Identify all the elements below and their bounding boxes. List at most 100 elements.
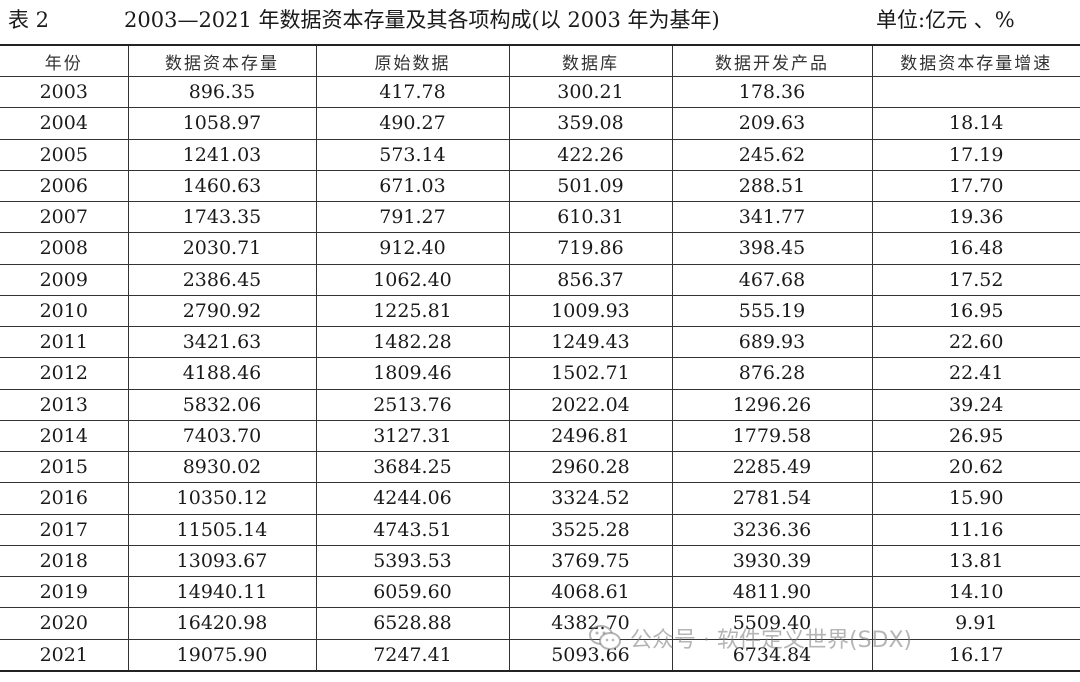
year-cell: 2020 <box>0 607 129 640</box>
value-cell: 6059.60 <box>315 575 510 609</box>
value-cell: 9.91 <box>871 607 1080 640</box>
value-cell: 6734.84 <box>671 638 873 671</box>
value-cell: 3324.52 <box>508 482 673 515</box>
year-cell: 2003 <box>0 75 129 109</box>
value-cell: 671.03 <box>315 169 510 203</box>
value-cell: 16.48 <box>871 232 1080 265</box>
year-cell: 2010 <box>0 294 129 328</box>
value-cell: 20.62 <box>871 450 1080 484</box>
value-cell: 1502.71 <box>508 357 673 390</box>
table-row: 2008 2030.71 912.40 719.86 398.45 16.48 <box>0 232 1080 265</box>
header-cell: 原始数据 <box>315 45 510 77</box>
year-cell: 2019 <box>0 575 129 609</box>
year-cell: 2013 <box>0 388 129 421</box>
header-cell: 数据开发产品 <box>671 45 873 77</box>
value-cell: 3525.28 <box>508 513 673 546</box>
value-cell: 13093.67 <box>127 544 317 578</box>
value-cell: 178.36 <box>671 75 873 109</box>
data-capital-table: 年份 数据资本存量 原始数据 数据库 数据开发产品 数据资本存量增速 2003 8… <box>0 44 1080 672</box>
table-row: 2007 1743.35 791.27 610.31 341.77 19.36 <box>0 200 1080 234</box>
value-cell: 17.52 <box>871 263 1080 296</box>
year-cell: 2011 <box>0 325 129 359</box>
value-cell: 501.09 <box>508 169 673 203</box>
value-cell: 2496.81 <box>508 419 673 453</box>
table-row: 2012 4188.46 1809.46 1502.71 876.28 22.41 <box>0 357 1080 390</box>
value-cell: 359.08 <box>508 107 673 140</box>
header-cell: 年份 <box>0 45 129 77</box>
table-number: 表 2 <box>8 8 50 32</box>
table-row: 2020 16420.98 6528.88 4382.70 5509.40 9.91 <box>0 607 1080 640</box>
value-cell: 1482.28 <box>315 325 510 359</box>
value-cell: 17.19 <box>871 138 1080 171</box>
value-cell: 2030.71 <box>127 232 317 265</box>
value-cell: 22.60 <box>871 325 1080 359</box>
header-row: 年份 数据资本存量 原始数据 数据库 数据开发产品 数据资本存量增速 <box>0 45 1080 77</box>
header-cell: 数据资本存量 <box>127 45 317 77</box>
value-cell: 610.31 <box>508 200 673 234</box>
value-cell: 1058.97 <box>127 107 317 140</box>
value-cell: 417.78 <box>315 75 510 109</box>
value-cell: 15.90 <box>871 482 1080 515</box>
value-cell: 422.26 <box>508 138 673 171</box>
value-cell: 11505.14 <box>127 513 317 546</box>
value-cell: 11.16 <box>871 513 1080 546</box>
value-cell: 5093.66 <box>508 638 673 671</box>
year-cell: 2021 <box>0 638 129 671</box>
value-cell: 4382.70 <box>508 607 673 640</box>
value-cell: 1460.63 <box>127 169 317 203</box>
value-cell: 300.21 <box>508 75 673 109</box>
value-cell: 6528.88 <box>315 607 510 640</box>
value-cell: 14940.11 <box>127 575 317 609</box>
value-cell: 467.68 <box>671 263 873 296</box>
value-cell: 8930.02 <box>127 450 317 484</box>
value-cell: 791.27 <box>315 200 510 234</box>
value-cell: 5832.06 <box>127 388 317 421</box>
table-row: 2005 1241.03 573.14 422.26 245.62 17.19 <box>0 138 1080 171</box>
value-cell: 490.27 <box>315 107 510 140</box>
value-cell: 2790.92 <box>127 294 317 328</box>
year-cell: 2006 <box>0 169 129 203</box>
value-cell: 876.28 <box>671 357 873 390</box>
value-cell: 341.77 <box>671 200 873 234</box>
table-row: 2003 896.35 417.78 300.21 178.36 <box>0 75 1080 109</box>
value-cell: 3127.31 <box>315 419 510 453</box>
value-cell: 398.45 <box>671 232 873 265</box>
year-cell: 2007 <box>0 200 129 234</box>
value-cell: 896.35 <box>127 75 317 109</box>
value-cell: 22.41 <box>871 357 1080 390</box>
value-cell: 1249.43 <box>508 325 673 359</box>
value-cell: 3930.39 <box>671 544 873 578</box>
value-cell: 2513.76 <box>315 388 510 421</box>
year-cell: 2008 <box>0 232 129 265</box>
year-cell: 2012 <box>0 357 129 390</box>
value-cell: 245.62 <box>671 138 873 171</box>
value-cell: 2285.49 <box>671 450 873 484</box>
value-cell: 4068.61 <box>508 575 673 609</box>
value-cell: 10350.12 <box>127 482 317 515</box>
value-cell: 19075.90 <box>127 638 317 671</box>
value-cell: 16.95 <box>871 294 1080 328</box>
value-cell: 3769.75 <box>508 544 673 578</box>
value-cell: 4743.51 <box>315 513 510 546</box>
year-cell: 2015 <box>0 450 129 484</box>
value-cell: 19.36 <box>871 200 1080 234</box>
table-row: 2004 1058.97 490.27 359.08 209.63 18.14 <box>0 107 1080 140</box>
value-cell: 573.14 <box>315 138 510 171</box>
value-cell: 209.63 <box>671 107 873 140</box>
value-cell: 2781.54 <box>671 482 873 515</box>
value-cell: 1062.40 <box>315 263 510 296</box>
value-cell: 16420.98 <box>127 607 317 640</box>
value-cell: 3684.25 <box>315 450 510 484</box>
table-row: 2017 11505.14 4743.51 3525.28 3236.36 11.16 <box>0 513 1080 546</box>
year-cell: 2016 <box>0 482 129 515</box>
table-row: 2013 5832.06 2513.76 2022.04 1296.26 39.24 <box>0 388 1080 421</box>
value-cell: 689.93 <box>671 325 873 359</box>
value-cell: 2386.45 <box>127 263 317 296</box>
value-cell: 856.37 <box>508 263 673 296</box>
value-cell <box>871 75 1080 109</box>
value-cell: 7403.70 <box>127 419 317 453</box>
value-cell: 14.10 <box>871 575 1080 609</box>
value-cell: 17.70 <box>871 169 1080 203</box>
value-cell: 4244.06 <box>315 482 510 515</box>
table-row: 2021 19075.90 7247.41 5093.66 6734.84 16.17 <box>0 638 1080 671</box>
